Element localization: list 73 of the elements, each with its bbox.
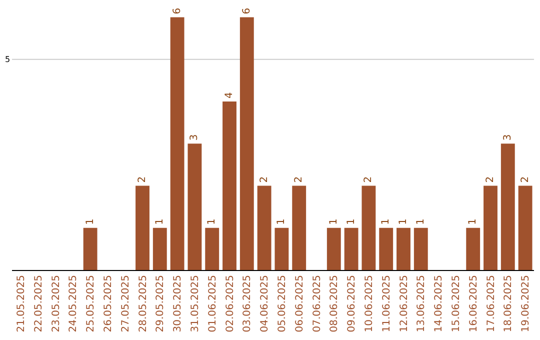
bar [379, 228, 394, 270]
bar [500, 144, 515, 270]
bar [414, 228, 428, 270]
data-label: 2 [294, 176, 305, 183]
x-tick-label: 10.06.2025 [364, 275, 375, 332]
data-label: 4 [224, 92, 235, 99]
data-label: 1 [84, 218, 96, 225]
ref-line-label: 5 [5, 55, 10, 64]
x-tick-label: 11.06.2025 [381, 275, 392, 332]
x-tick-label: 31.05.2025 [190, 275, 201, 332]
data-label: 1 [398, 218, 409, 225]
data-label: 2 [137, 176, 148, 183]
x-tick-label: 17.06.2025 [486, 275, 497, 332]
bar [326, 228, 341, 270]
x-tick-label: 09.06.2025 [346, 275, 358, 332]
x-tick-label: 18.06.2025 [503, 275, 514, 332]
data-label: 1 [154, 218, 166, 225]
bar [344, 228, 358, 270]
bar [518, 186, 532, 270]
bar [188, 144, 202, 270]
x-tick-label: 01.06.2025 [207, 275, 218, 332]
data-label: 6 [172, 8, 183, 14]
data-label: 1 [346, 218, 357, 225]
data-label: 1 [328, 218, 340, 225]
bar [274, 228, 289, 270]
x-tick-label: 25.05.2025 [86, 275, 97, 332]
bar [240, 17, 254, 270]
x-tick-label: 15.06.2025 [450, 275, 462, 332]
x-tick-label: 30.05.2025 [172, 275, 184, 332]
data-label: 3 [502, 134, 514, 141]
x-tick-label: 24.05.2025 [68, 275, 80, 332]
x-tick-label: 26.05.2025 [102, 275, 114, 332]
x-tick-label: 14.06.2025 [434, 275, 445, 332]
x-tick-label: 19.06.2025 [520, 275, 532, 332]
bar [396, 228, 410, 270]
data-label: 1 [206, 218, 218, 225]
data-label: 2 [363, 176, 374, 183]
x-tick-label: 29.05.2025 [155, 275, 166, 332]
x-tick-label: 02.06.2025 [224, 275, 236, 332]
x-tick-label: 22.05.2025 [33, 275, 44, 332]
x-tick-label: 16.06.2025 [468, 275, 480, 332]
bar [222, 102, 236, 270]
bar [292, 186, 306, 270]
bar [205, 228, 220, 270]
data-label: 6 [241, 8, 252, 14]
bar [83, 228, 98, 270]
x-tick-label: 07.06.2025 [312, 275, 323, 332]
x-tick-label: 21.05.2025 [16, 275, 27, 332]
data-label: 1 [380, 218, 392, 225]
data-label: 2 [258, 176, 270, 183]
bar [257, 186, 272, 270]
x-tick-label: 05.06.2025 [276, 275, 288, 332]
bar [136, 186, 150, 270]
bar [152, 228, 167, 270]
bar [484, 186, 498, 270]
x-tick-label: 03.06.2025 [242, 275, 254, 332]
x-tick-label: 06.06.2025 [294, 275, 306, 332]
x-tick-label: 12.06.2025 [398, 275, 410, 332]
data-label: 1 [276, 218, 288, 225]
x-tick-label: 04.06.2025 [260, 275, 271, 332]
data-label: 3 [189, 134, 200, 141]
data-label: 1 [468, 218, 479, 225]
bar [170, 17, 184, 270]
data-label: 2 [485, 176, 496, 183]
bar [466, 228, 480, 270]
x-tick-label: 08.06.2025 [329, 275, 340, 332]
x-tick-label: 27.05.2025 [120, 275, 132, 332]
data-label: 2 [520, 176, 531, 183]
bar [362, 186, 376, 270]
x-tick-label: 28.05.2025 [138, 275, 149, 332]
x-tick-label: 23.05.2025 [50, 275, 62, 332]
data-label: 1 [415, 218, 426, 225]
x-tick-label: 13.06.2025 [416, 275, 428, 332]
